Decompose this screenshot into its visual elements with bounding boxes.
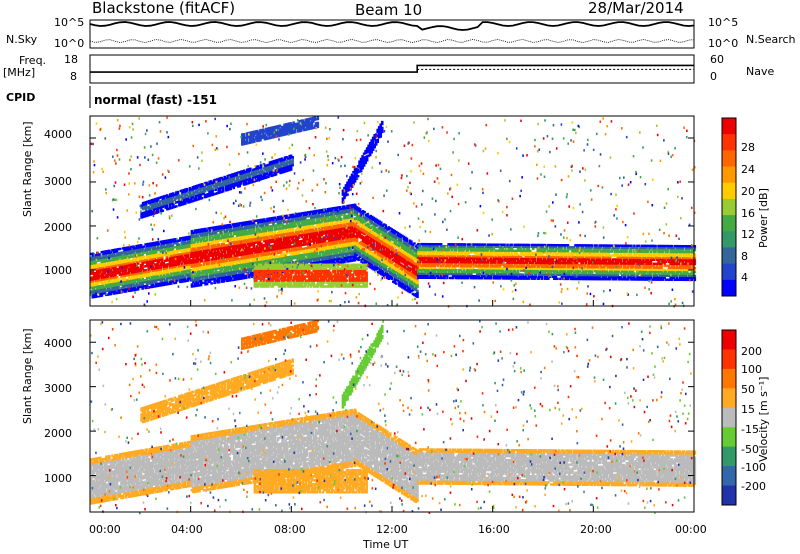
vel-cbar-tick-50: 50 — [741, 384, 755, 395]
xtick-2000: 20:00 — [580, 524, 612, 535]
date-title: 28/Mar/2014 — [588, 1, 684, 16]
nsearch-trace — [90, 40, 694, 43]
nave-tick-high: 60 — [710, 54, 724, 65]
power-panel-colorbar-swatch-8 — [722, 247, 736, 264]
velocity-ytick-2000: 2000 — [44, 428, 72, 439]
velocity-panel-colorbar-swatch-2 — [722, 369, 736, 389]
power-ytick-1000: 1000 — [44, 265, 72, 276]
velocity-ytick-3000: 3000 — [44, 383, 72, 394]
nave-tick-low: 0 — [710, 71, 717, 82]
power-panel-colorbar-swatch-0 — [722, 118, 736, 135]
freq-label: Freq. — [19, 55, 46, 66]
cpid-label: CPID — [6, 92, 35, 103]
power-ytick-3000: 3000 — [44, 176, 72, 187]
xtick-1200: 12:00 — [376, 524, 408, 535]
noise-tick-high-right: 10^5 — [708, 17, 738, 28]
vel-cbar-tick-200: 200 — [741, 346, 762, 357]
velocity-panel-colorbar-swatch-7 — [722, 466, 736, 486]
xlabel-time: Time UT — [363, 539, 408, 550]
velocity-ylabel: Slant Range [km] — [22, 328, 33, 424]
velocity-panel-colorbar-swatch-4 — [722, 408, 736, 428]
velocity-panel-colorbar-swatch-5 — [722, 427, 736, 447]
noise-tick-high-left: 10^5 — [54, 17, 84, 28]
power-cbar-tick-4: 4 — [741, 272, 748, 283]
nave-label: Nave — [746, 66, 774, 77]
velocity-panel-colorbar-swatch-0 — [722, 330, 736, 350]
power-panel-colorbar-swatch-3 — [722, 167, 736, 184]
power-cbar-tick-24: 24 — [741, 164, 755, 175]
power-panel-colorbar-swatch-5 — [722, 199, 736, 216]
xtick-1600: 16:00 — [478, 524, 510, 535]
power-panel-colorbar-swatch-10 — [722, 280, 736, 297]
velocity-panel-colorbar-swatch-3 — [722, 388, 736, 408]
vel-cbar-tick-minus200: -200 — [741, 481, 766, 492]
power-cbar-tick-20: 20 — [741, 186, 755, 197]
velocity-ytick-4000: 4000 — [44, 338, 72, 349]
power-ytick-2000: 2000 — [44, 222, 72, 233]
velocity-panel-colorbar-swatch-8 — [722, 486, 736, 506]
power-cbar-label: Power [dB] — [758, 188, 769, 248]
freq-unit-label: [MHz] — [3, 67, 35, 78]
velocity-ytick-1000: 1000 — [44, 473, 72, 484]
power-panel-colorbar-swatch-1 — [722, 134, 736, 151]
station-title: Blackstone (fitACF) — [92, 1, 235, 16]
freq-tick-high: 18 — [64, 54, 78, 65]
nsky-label: N.Sky — [6, 34, 37, 45]
nsearch-label: N.Search — [746, 34, 796, 45]
velocity-panel-colorbar-swatch-6 — [722, 447, 736, 467]
vel-cbar-tick-100: 100 — [741, 364, 762, 375]
vel-cbar-tick-minus100: -100 — [741, 462, 766, 473]
freq-tick-low: 8 — [70, 71, 77, 82]
xtick-0400: 04:00 — [171, 524, 203, 535]
noise-tick-low-right: 10^0 — [708, 38, 738, 49]
xtick-0000: 00:00 — [89, 524, 121, 535]
frequency-trace — [90, 65, 694, 72]
noise-tick-low-left: 10^0 — [54, 38, 84, 49]
power-ytick-4000: 4000 — [44, 129, 72, 140]
xtick-0000-end: 00:00 — [675, 524, 707, 535]
power-cbar-tick-28: 28 — [741, 142, 755, 153]
power-ylabel: Slant Range [km] — [22, 121, 33, 217]
velocity-panel-colorbar-swatch-1 — [722, 349, 736, 369]
power-panel-colorbar-swatch-9 — [722, 264, 736, 281]
power-cbar-tick-16: 16 — [741, 208, 755, 219]
xtick-0800: 08:00 — [274, 524, 306, 535]
vel-cbar-tick-15: 15 — [741, 404, 755, 415]
power-panel-colorbar-swatch-7 — [722, 231, 736, 248]
power-panel-colorbar-swatch-2 — [722, 150, 736, 167]
power-panel-colorbar-swatch-4 — [722, 183, 736, 200]
vel-cbar-label: Velocity [m s⁻¹] — [758, 377, 769, 462]
freq-panel-frame — [90, 55, 694, 83]
power-cbar-tick-12: 12 — [741, 229, 755, 240]
power-cbar-tick-8: 8 — [741, 251, 748, 262]
power-panel-colorbar-swatch-6 — [722, 215, 736, 232]
nsky-trace — [90, 22, 694, 30]
cpid-value: normal (fast) -151 — [94, 94, 217, 106]
beam-title: Beam 10 — [355, 3, 422, 18]
